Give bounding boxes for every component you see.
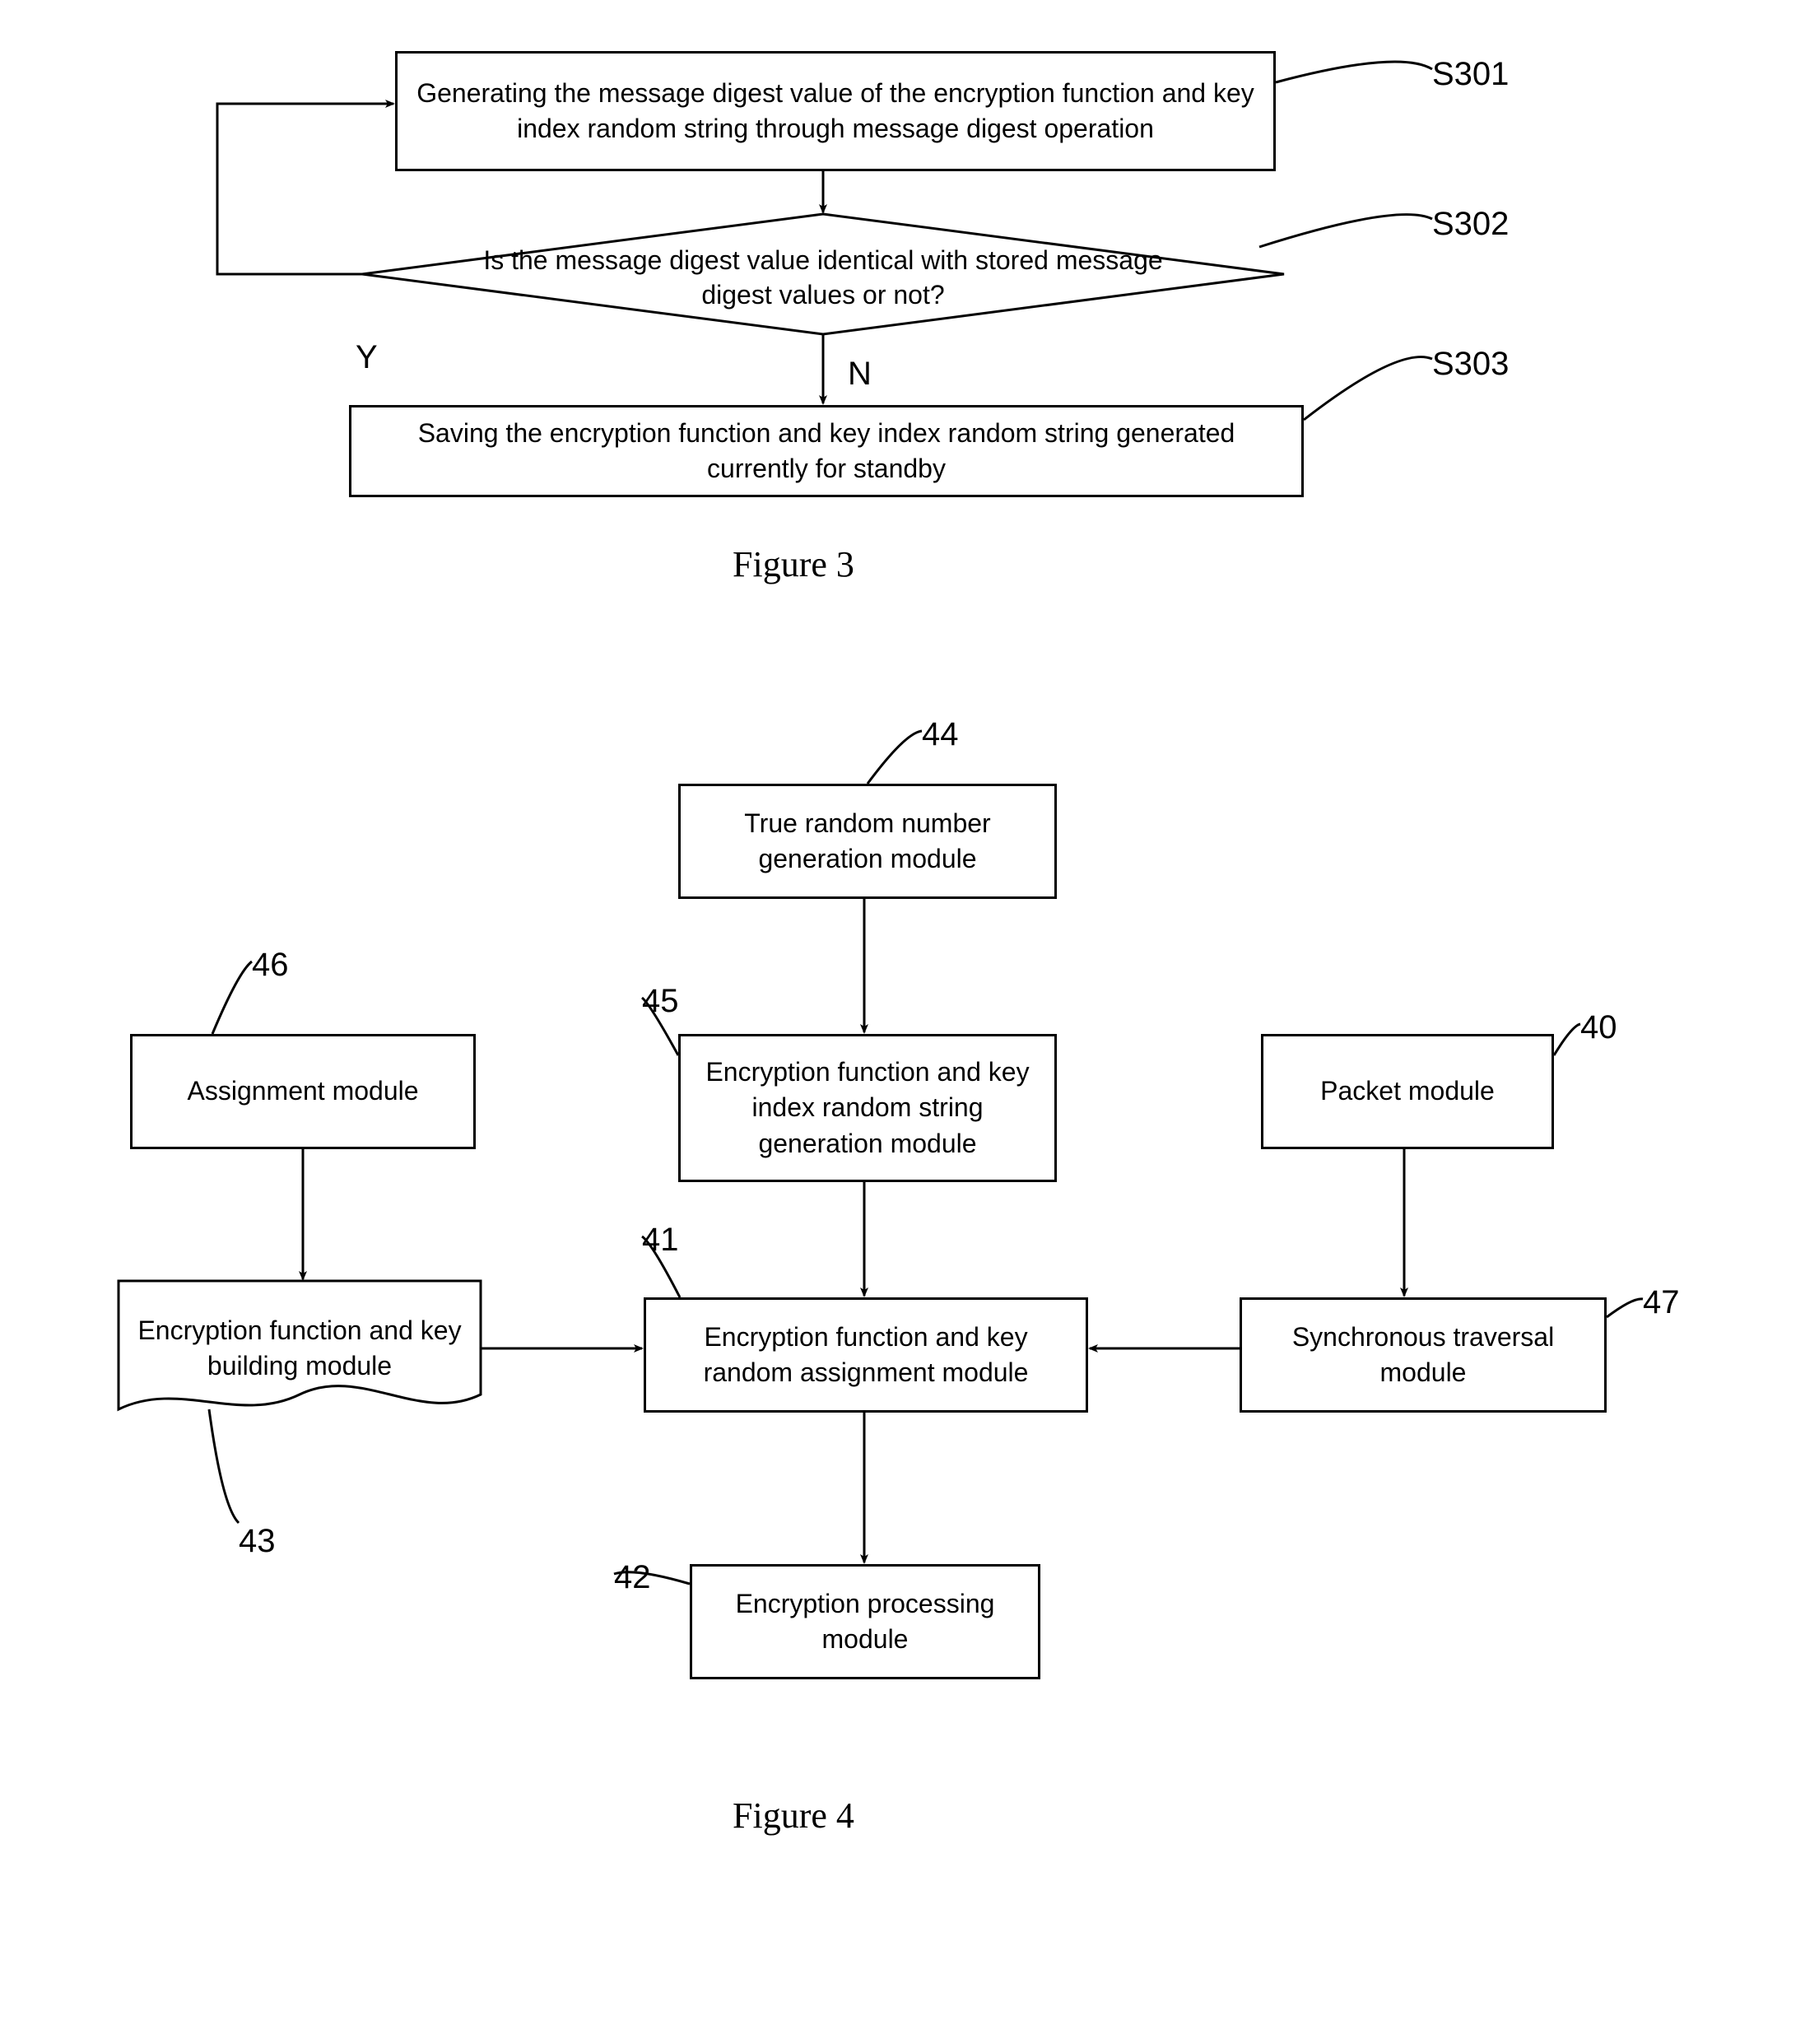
module-sync-traversal-text: Synchronous traversal module bbox=[1258, 1320, 1588, 1390]
ref-42: 42 bbox=[614, 1559, 651, 1596]
ref-s303: S303 bbox=[1432, 346, 1509, 383]
module-packet-text: Packet module bbox=[1320, 1073, 1495, 1109]
figure4-caption: Figure 4 bbox=[733, 1795, 854, 1837]
ref-44: 44 bbox=[922, 716, 959, 753]
module-efk-index-gen-text: Encryption function and key index random… bbox=[697, 1055, 1038, 1162]
decision-s302-text: Is the message digest value identical wi… bbox=[477, 244, 1169, 312]
figure3-caption: Figure 3 bbox=[733, 543, 854, 585]
module-trng: True random number generation module bbox=[678, 784, 1057, 899]
leader-s301 bbox=[1276, 62, 1432, 82]
module-efk-random-assign-text: Encryption function and key random assig… bbox=[663, 1320, 1069, 1390]
module-efk-index-gen: Encryption function and key index random… bbox=[678, 1034, 1057, 1182]
leader-s303 bbox=[1304, 357, 1432, 420]
edge-label-no: N bbox=[848, 356, 872, 393]
ref-45: 45 bbox=[642, 983, 679, 1020]
flow-step-s301-text: Generating the message digest value of t… bbox=[414, 76, 1257, 147]
ref-43: 43 bbox=[239, 1523, 276, 1560]
leader-47 bbox=[1607, 1299, 1643, 1317]
ref-47: 47 bbox=[1643, 1284, 1680, 1321]
module-trng-text: True random number generation module bbox=[697, 806, 1038, 877]
leader-40 bbox=[1554, 1024, 1580, 1055]
ref-46: 46 bbox=[252, 947, 289, 984]
leader-46 bbox=[212, 961, 252, 1034]
module-encryption-processing-text: Encryption processing module bbox=[709, 1586, 1021, 1657]
module-assignment-text: Assignment module bbox=[187, 1073, 418, 1109]
module-packet: Packet module bbox=[1261, 1034, 1554, 1149]
flow-step-s303: Saving the encryption function and key i… bbox=[349, 405, 1304, 497]
flow-step-s301: Generating the message digest value of t… bbox=[395, 51, 1276, 171]
module-assignment: Assignment module bbox=[130, 1034, 476, 1149]
ref-40: 40 bbox=[1580, 1009, 1617, 1046]
module-sync-traversal: Synchronous traversal module bbox=[1240, 1297, 1607, 1413]
edge-label-yes: Y bbox=[356, 339, 378, 376]
module-efk-random-assign: Encryption function and key random assig… bbox=[644, 1297, 1088, 1413]
ref-41: 41 bbox=[642, 1222, 679, 1259]
module-encryption-processing: Encryption processing module bbox=[690, 1564, 1040, 1679]
edge-s302-yes bbox=[217, 104, 393, 274]
flow-step-s303-text: Saving the encryption function and key i… bbox=[368, 416, 1285, 487]
leader-44 bbox=[868, 731, 922, 784]
leader-s302 bbox=[1259, 215, 1432, 247]
leader-43 bbox=[209, 1409, 239, 1523]
module-efk-building: Encryption function and key building mod… bbox=[119, 1291, 481, 1406]
ref-s302: S302 bbox=[1432, 206, 1509, 243]
module-efk-building-text: Encryption function and key building mod… bbox=[135, 1313, 464, 1384]
ref-s301: S301 bbox=[1432, 56, 1509, 93]
